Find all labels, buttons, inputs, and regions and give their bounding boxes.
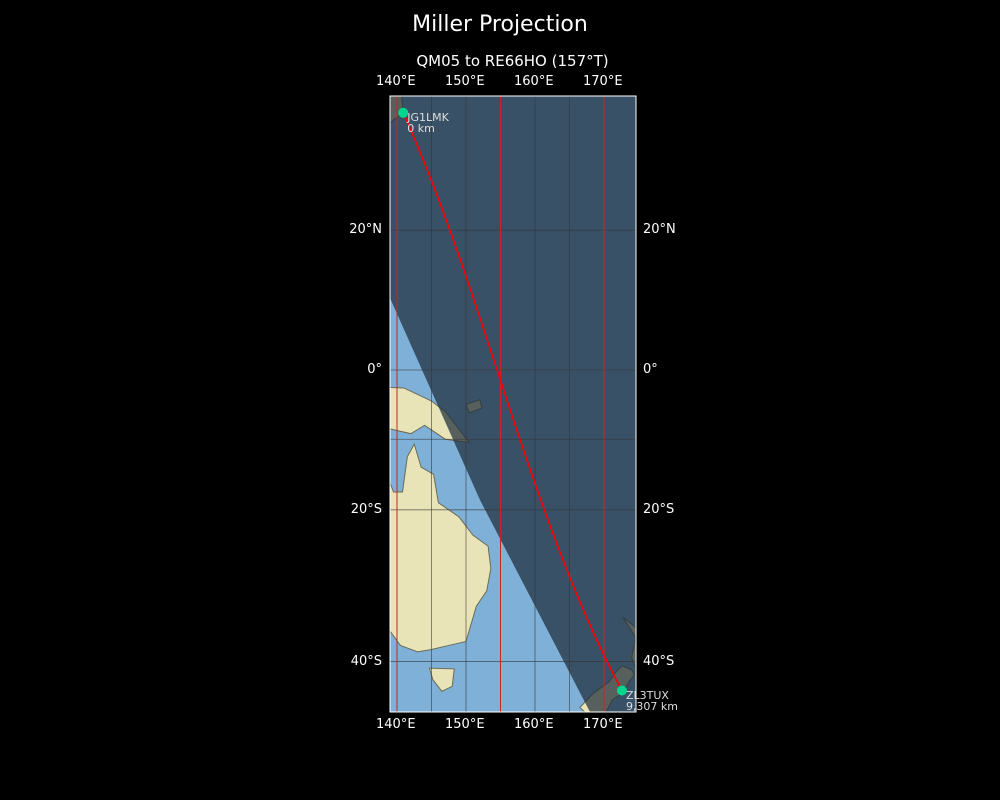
lon-tick-label: 160°E <box>514 717 554 732</box>
map-subtitle: QM05 to RE66HO (157°T) <box>416 52 609 70</box>
map-layer <box>390 96 636 712</box>
lon-tick-label: 150°E <box>445 717 485 732</box>
tasmania <box>428 667 455 692</box>
great-circle-path <box>402 112 623 691</box>
start-dist-label: 0 km <box>407 121 435 135</box>
lon-tick-label: 150°E <box>445 74 485 89</box>
lat-tick-label: 40°S <box>350 653 382 669</box>
end-dist-label: 9,307 km <box>625 699 679 713</box>
lat-tick-label: 20°N <box>349 222 382 238</box>
end-marker <box>616 685 627 696</box>
lat-tick-label: 20°N <box>643 222 676 238</box>
start-call-label: JG1LMK <box>407 110 449 124</box>
lon-tick-label: 160°E <box>514 74 554 89</box>
lon-tick-label: 170°E <box>583 74 623 89</box>
lat-tick-label: 0° <box>367 362 382 377</box>
lat-tick-label: 20°S <box>350 501 382 517</box>
end-call-label: ZL3TUX <box>625 688 669 702</box>
map-title: Miller Projection <box>412 12 588 37</box>
map-frame <box>389 95 637 713</box>
lon-tick-label: 170°E <box>583 717 623 732</box>
start-marker <box>398 107 409 118</box>
lat-tick-label: 0° <box>643 362 658 377</box>
lat-tick-label: 20°S <box>643 501 675 517</box>
night-overlay <box>390 96 636 712</box>
lat-tick-label: 40°S <box>643 653 675 669</box>
lon-tick-label: 140°E <box>376 717 416 732</box>
lon-tick-label: 140°E <box>376 74 416 89</box>
